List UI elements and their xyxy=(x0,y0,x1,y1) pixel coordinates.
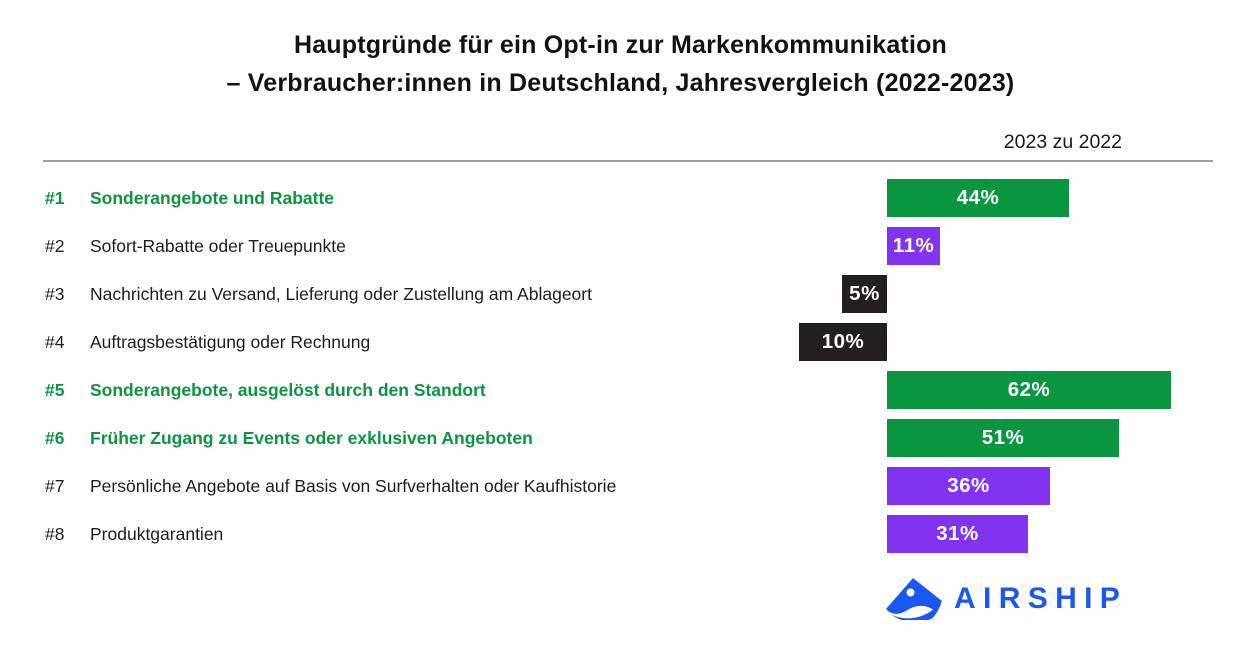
row-rank: #8 xyxy=(45,524,65,544)
airship-wordmark: AIRSHIP xyxy=(954,582,1128,615)
row-label: Sofort-Rabatte oder Treuepunkte xyxy=(90,236,346,256)
bar: 51% xyxy=(887,419,1119,457)
bar-value-label: 62% xyxy=(1007,378,1051,401)
airship-logo: AIRSHIP xyxy=(886,577,1127,620)
chart-row: #3 Nachrichten zu Versand, Lieferung ode… xyxy=(0,270,1241,318)
chart-title-line1: Hauptgründe für ein Opt-in zur Markenkom… xyxy=(293,31,948,59)
row-rank: #3 xyxy=(45,284,65,304)
bar-value-label: 10% xyxy=(821,330,865,353)
chart-row: #2 Sofort-Rabatte oder Treuepunkte 11% xyxy=(0,222,1241,270)
chart-row: #5 Sonderangebote, ausgelöst durch den S… xyxy=(0,366,1241,414)
bar: 5% xyxy=(842,275,887,313)
bar: 11% xyxy=(887,227,940,265)
header-divider-line xyxy=(43,160,1213,162)
bar: 36% xyxy=(887,467,1050,505)
chart-row: #8 Produktgarantien 31% xyxy=(0,510,1241,558)
row-rank: #5 xyxy=(45,380,65,400)
bar-value-label: 44% xyxy=(956,186,1000,209)
bar: 31% xyxy=(887,515,1028,553)
row-label: Früher Zugang zu Events oder exklusiven … xyxy=(90,428,533,448)
row-label: Produktgarantien xyxy=(90,524,224,544)
row-label: Sonderangebote, ausgelöst durch den Stan… xyxy=(90,380,486,400)
row-label: Persönliche Angebote auf Basis von Surfv… xyxy=(90,476,617,496)
bar: 10% xyxy=(799,323,887,361)
row-rank: #2 xyxy=(45,236,65,256)
bar: 44% xyxy=(887,179,1069,217)
row-rank: #7 xyxy=(45,476,65,496)
bar: 62% xyxy=(887,371,1171,409)
row-rank: #1 xyxy=(45,188,65,208)
chart-title: Hauptgründe für ein Opt-in zur Markenkom… xyxy=(0,26,1241,102)
chart-row: #1 Sonderangebote und Rabatte 44% xyxy=(0,174,1241,222)
chart-title-line2: – Verbraucher:innen in Deutschland, Jahr… xyxy=(226,69,1015,97)
logo-dot xyxy=(906,588,915,597)
bar-value-label: 5% xyxy=(849,282,880,305)
row-label: Auftragsbestätigung oder Rechnung xyxy=(90,332,371,352)
bar-value-label: 11% xyxy=(892,234,935,257)
row-rank: #6 xyxy=(45,428,65,448)
row-label: Nachrichten zu Versand, Lieferung oder Z… xyxy=(90,284,592,304)
chart-row: #4 Auftragsbestätigung oder Rechnung 10% xyxy=(0,318,1241,366)
chart-row: #7 Persönliche Angebote auf Basis von Su… xyxy=(0,462,1241,510)
bar-value-label: 31% xyxy=(936,522,979,545)
bar-value-label: 51% xyxy=(981,426,1025,449)
row-rank: #4 xyxy=(45,332,65,352)
airship-logo-mark xyxy=(886,578,942,620)
bar-value-label: 36% xyxy=(947,474,990,497)
chart-row: #6 Früher Zugang zu Events oder exklusiv… xyxy=(0,414,1241,462)
row-label: Sonderangebote und Rabatte xyxy=(90,188,335,208)
bar-chart: #1 Sonderangebote und Rabatte 44% #2 Sof… xyxy=(0,174,1241,558)
value-column-header: 2023 zu 2022 xyxy=(1003,131,1122,153)
